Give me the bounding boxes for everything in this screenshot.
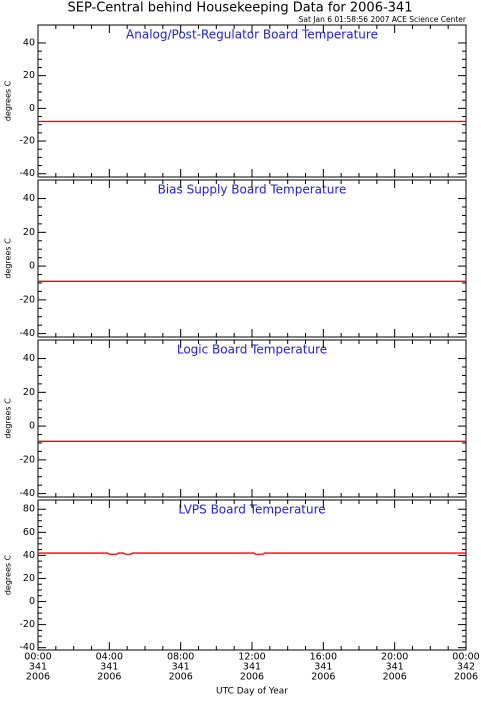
x-tick-label: 20:00 [381, 652, 408, 663]
y-tick-label: 20 [23, 227, 35, 238]
y-tick-label: 40 [23, 353, 35, 364]
chart-subtitle: Sat Jan 6 01:58:56 2007 ACE Science Cent… [299, 15, 467, 24]
x-tick-doy: 341 [314, 662, 332, 673]
y-tick-label: -20 [19, 454, 35, 465]
y-tick-label: -40 [19, 168, 35, 179]
y-tick-label: 60 [23, 527, 35, 538]
y-tick-label: 80 [23, 504, 35, 515]
panel-title: Bias Supply Board Temperature [158, 183, 347, 197]
y-tick-label: 0 [29, 596, 35, 607]
x-tick-doy: 341 [29, 662, 47, 673]
x-tick-doy: 342 [457, 662, 475, 673]
panel-title: Logic Board Temperature [177, 343, 327, 357]
y-axis-label: degrees C [4, 238, 13, 279]
y-tick-label: 20 [23, 70, 35, 81]
y-tick-label: -40 [19, 328, 35, 339]
x-tick-year: 2006 [169, 672, 193, 683]
x-tick-year: 2006 [26, 672, 50, 683]
x-tick-label: 16:00 [310, 652, 337, 663]
y-tick-label: -20 [19, 294, 35, 305]
x-tick-label: 00:00 [452, 652, 479, 663]
x-tick-doy: 341 [386, 662, 404, 673]
y-tick-label: 0 [29, 103, 35, 114]
y-tick-label: -20 [19, 619, 35, 630]
panel-title: Analog/Post-Regulator Board Temperature [126, 28, 378, 42]
y-tick-label: 0 [29, 421, 35, 432]
x-tick-doy: 341 [243, 662, 261, 673]
x-tick-year: 2006 [311, 672, 335, 683]
y-axis-label: degrees C [4, 80, 13, 121]
x-tick-year: 2006 [454, 672, 478, 683]
x-tick-year: 2006 [383, 672, 407, 683]
x-tick-label: 04:00 [96, 652, 123, 663]
x-tick-label: 08:00 [167, 652, 194, 663]
x-tick-year: 2006 [240, 672, 264, 683]
x-tick-doy: 341 [100, 662, 118, 673]
y-tick-label: 40 [23, 550, 35, 561]
y-tick-label: -40 [19, 488, 35, 499]
chart-title: SEP-Central behind Housekeeping Data for… [68, 1, 413, 16]
x-tick-label: 12:00 [238, 652, 265, 663]
y-tick-label: -20 [19, 136, 35, 147]
y-tick-label: -40 [19, 642, 35, 653]
panel-title: LVPS Board Temperature [178, 503, 325, 517]
y-tick-label: 20 [23, 573, 35, 584]
x-tick-doy: 341 [172, 662, 190, 673]
x-axis-label: UTC Day of Year [216, 687, 288, 697]
x-tick-year: 2006 [97, 672, 121, 683]
x-tick-label: 00:00 [24, 652, 51, 663]
y-tick-label: 40 [23, 37, 35, 48]
y-tick-label: 40 [23, 193, 35, 204]
series-line [38, 552, 466, 555]
y-axis-label: degrees C [4, 554, 13, 595]
y-tick-label: 20 [23, 387, 35, 398]
y-tick-label: 0 [29, 261, 35, 272]
y-axis-label: degrees C [4, 398, 13, 439]
